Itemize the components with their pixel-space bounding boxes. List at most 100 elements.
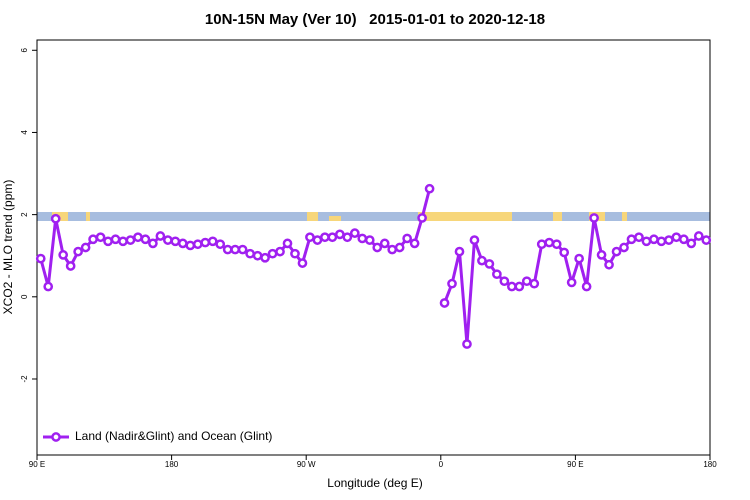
land-band [307, 212, 318, 221]
data-point [514, 281, 525, 292]
data-point [649, 234, 659, 245]
data-point [574, 253, 584, 264]
data-point [424, 183, 435, 194]
legend-marker [51, 432, 61, 442]
y-axis-label: XCO2 - MLO trend (ppm) [1, 180, 15, 315]
data-point [65, 261, 76, 271]
data-point [544, 237, 555, 248]
data-point [693, 231, 704, 241]
data-point [207, 236, 218, 247]
land-band [622, 212, 627, 221]
data-point [95, 232, 106, 243]
data-point [379, 238, 390, 249]
data-point [342, 232, 353, 243]
data-point [290, 248, 300, 259]
data-point [305, 232, 315, 243]
data-point [357, 233, 368, 244]
data-point [312, 235, 323, 245]
data-point [192, 239, 203, 250]
data-point [222, 244, 233, 255]
data-point [551, 239, 562, 250]
data-point [394, 242, 405, 253]
data-point [80, 242, 91, 253]
data-point [454, 246, 465, 257]
data-point [559, 247, 570, 258]
data-point [43, 281, 54, 292]
data-point [103, 236, 113, 247]
data-point [297, 258, 308, 268]
data-point [387, 244, 398, 255]
data-point [678, 234, 689, 245]
x-axis-label: Longitude (deg E) [327, 476, 422, 490]
data-point [275, 246, 285, 257]
data-point [237, 244, 248, 255]
data-point [484, 259, 495, 269]
y-tick-label: -2 [20, 375, 29, 383]
data-point [402, 233, 412, 244]
data-point [125, 235, 136, 245]
land-band [329, 216, 341, 221]
data-point [140, 234, 151, 245]
x-tick-label: 90 W [297, 460, 316, 469]
data-point [177, 238, 188, 249]
data-point [634, 232, 644, 243]
x-tick-label: 0 [439, 460, 444, 469]
data-point [133, 232, 143, 243]
land-band [553, 212, 562, 221]
data-point [88, 234, 98, 245]
data-point [499, 276, 510, 287]
y-tick-label: 6 [20, 47, 29, 52]
data-point [335, 229, 345, 240]
data-point [155, 231, 166, 241]
data-point [148, 238, 158, 249]
land-band [52, 212, 68, 221]
land-band [86, 212, 90, 221]
data-point [417, 213, 427, 223]
plot-frame [36, 39, 711, 456]
data-point [50, 213, 61, 224]
data-point [641, 236, 652, 247]
data-point [656, 236, 667, 247]
data-point [506, 281, 517, 292]
x-tick-label: 90 E [567, 460, 583, 469]
data-point [462, 339, 472, 349]
data-point [492, 269, 502, 280]
data-point [364, 235, 375, 245]
y-tick-label: 4 [20, 130, 29, 135]
chart-title: 10N-15N May (Ver 10) 2015-01-01 to 2020-… [205, 11, 545, 28]
data-point [110, 234, 121, 245]
data-point [372, 242, 383, 253]
x-tick-label: 90 E [29, 460, 45, 469]
data-point [327, 232, 338, 243]
data-point [260, 252, 270, 263]
data-point [626, 234, 637, 245]
data-point [215, 239, 226, 250]
data-point [447, 278, 457, 289]
data-point [320, 232, 330, 243]
data-point [521, 276, 532, 287]
data-point [469, 235, 480, 245]
data-point [58, 250, 69, 260]
data-point [566, 277, 577, 288]
data-point [589, 213, 599, 223]
data-point [536, 239, 547, 250]
data-point [477, 255, 487, 266]
data-point [409, 238, 420, 249]
data-point [581, 281, 592, 292]
data-point [170, 236, 181, 247]
data-point [118, 236, 128, 247]
data-point [252, 250, 263, 261]
data-point [230, 244, 241, 255]
data-point [664, 235, 674, 245]
x-tick-label: 180 [165, 460, 179, 469]
data-point [596, 250, 607, 260]
data-point [604, 259, 614, 270]
data-point [619, 242, 629, 253]
y-tick-label: 0 [20, 294, 29, 299]
data-point [185, 240, 196, 251]
data-point [73, 246, 83, 257]
land-band [418, 212, 512, 221]
ocean-band [37, 212, 710, 221]
data-point [35, 253, 46, 264]
data-point [349, 228, 360, 238]
